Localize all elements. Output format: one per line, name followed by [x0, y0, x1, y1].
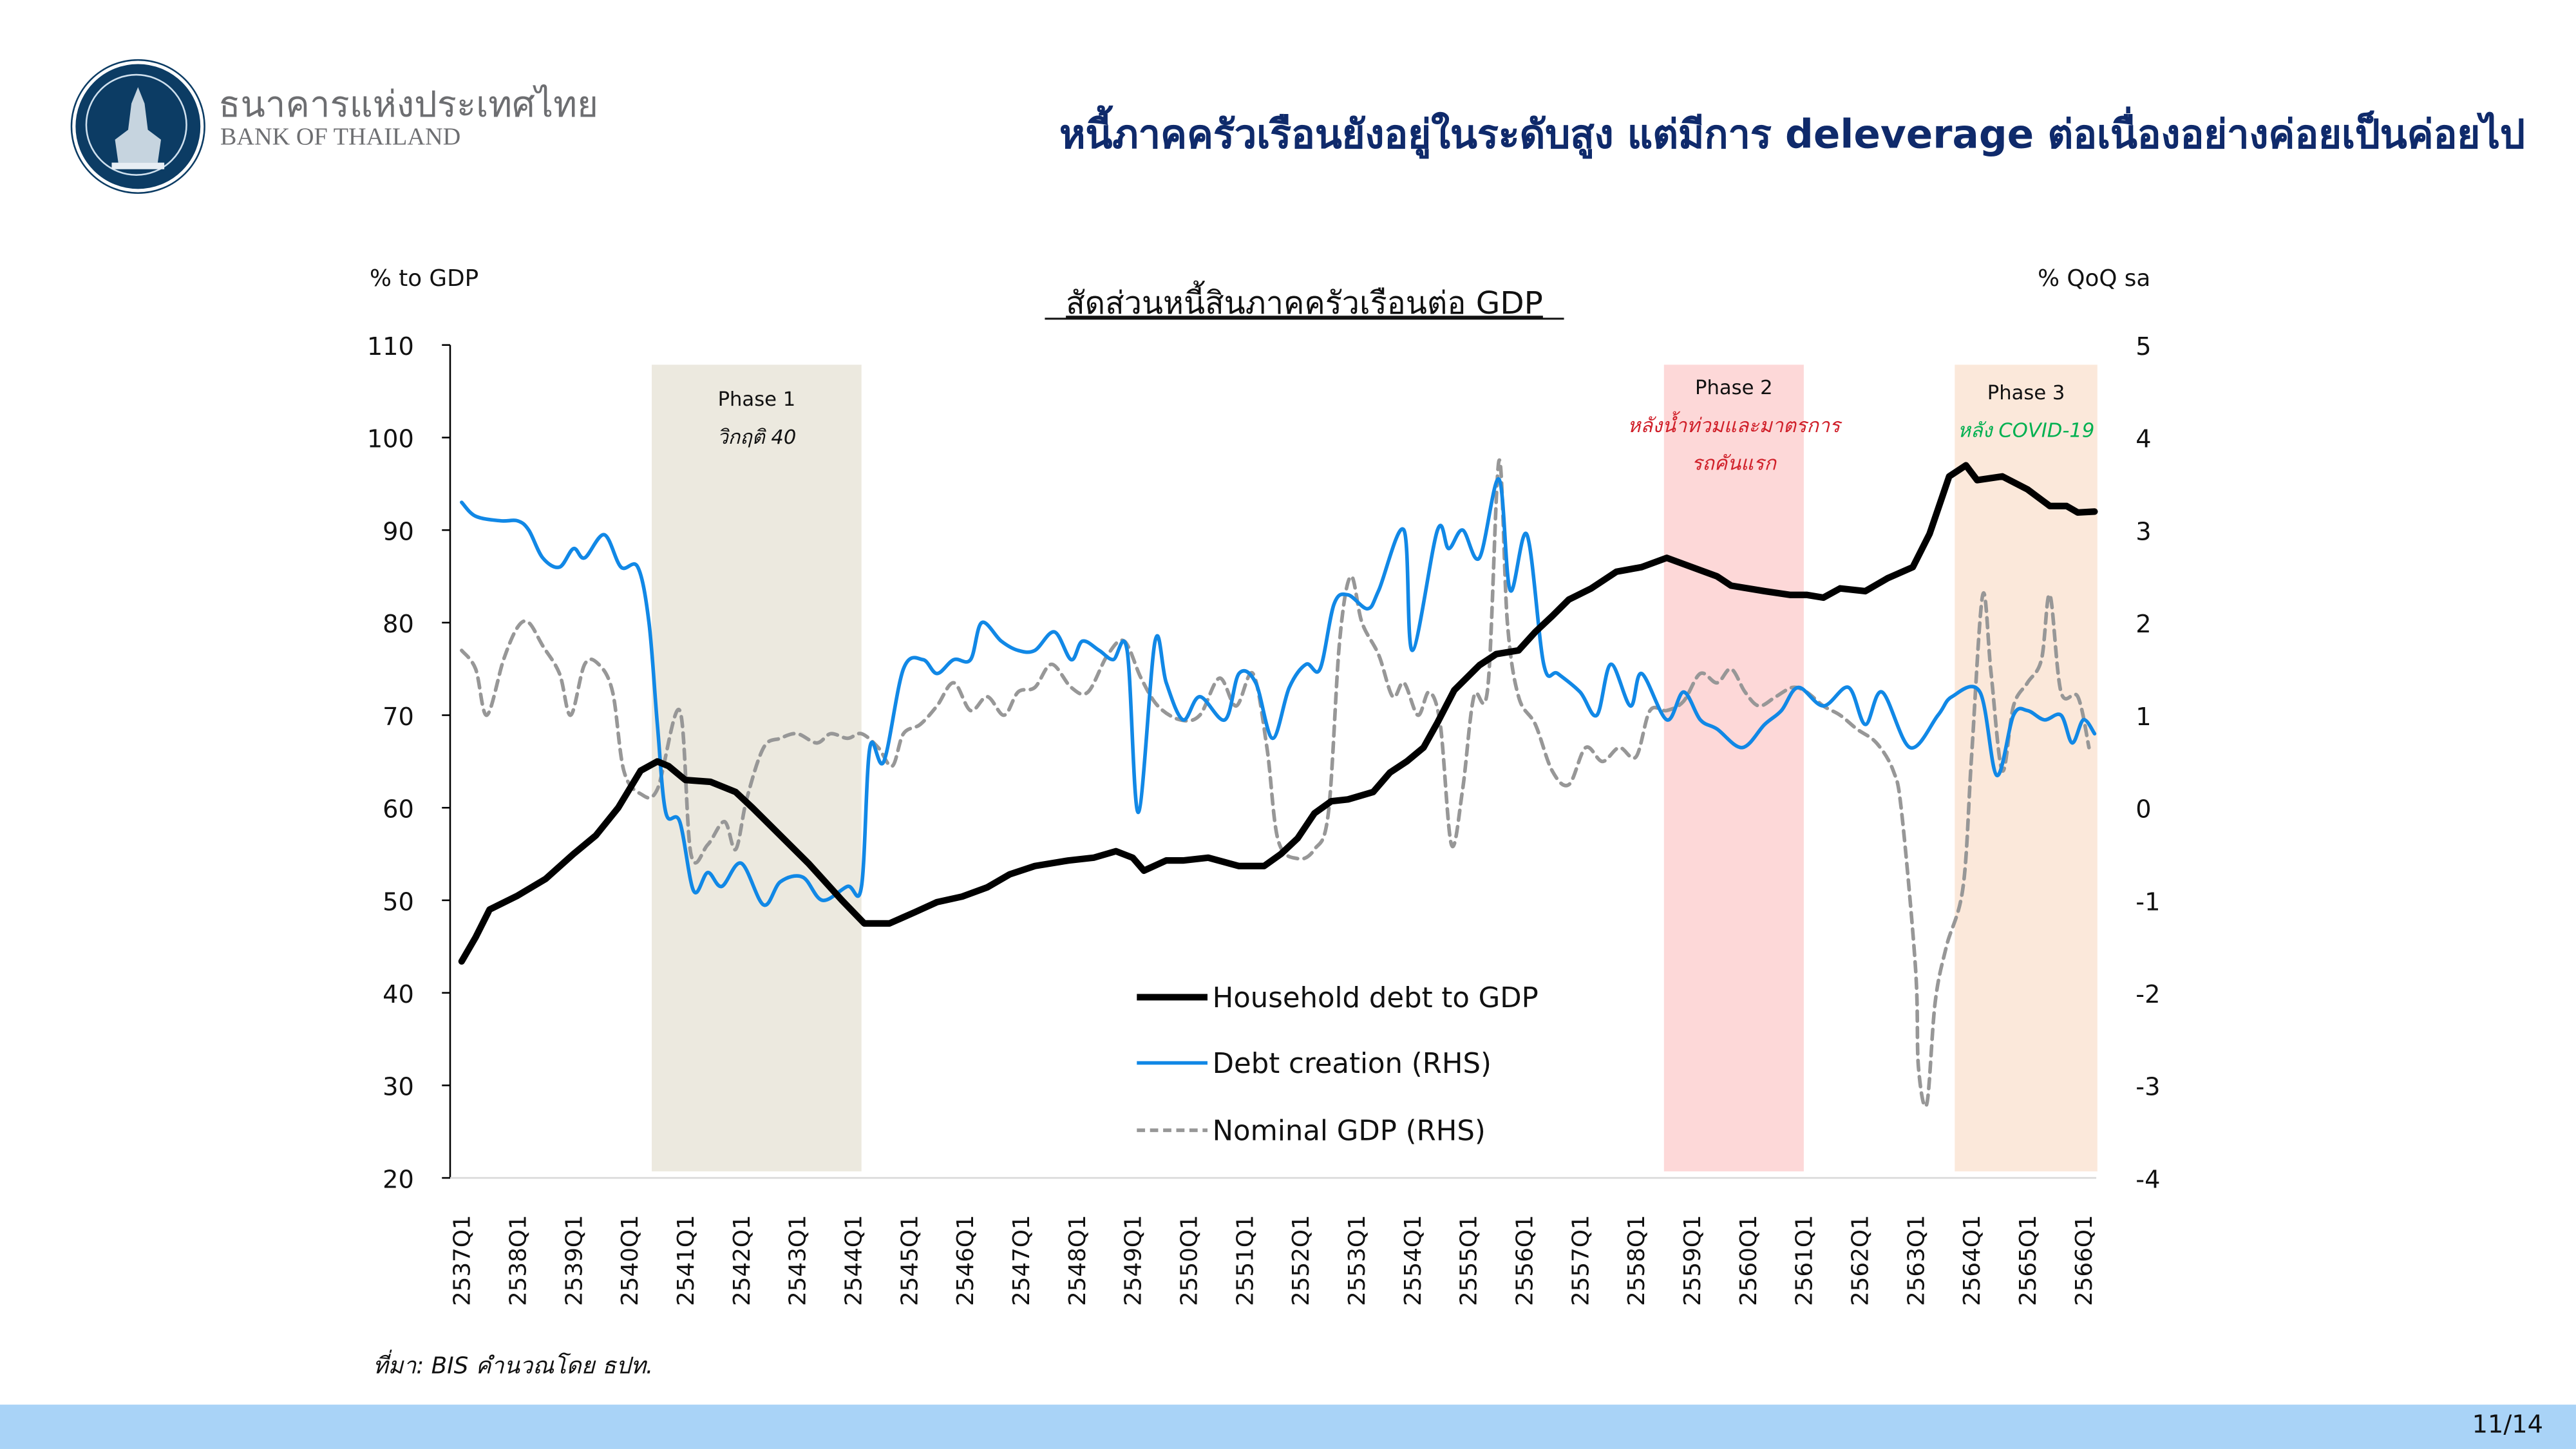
- phase-2-label: Phase 2: [1695, 377, 1773, 399]
- left-tick-label: 80: [383, 610, 414, 639]
- x-tick-label: 2548Q1: [1065, 1215, 1091, 1306]
- x-tick-label: 2555Q1: [1456, 1215, 1482, 1306]
- org-name-thai: ธนาคารแห่งประเทศไทย: [218, 85, 599, 127]
- left-tick-label: 70: [383, 703, 414, 732]
- right-tick-label: -1: [2136, 887, 2160, 916]
- bank-of-thailand-logo: [72, 61, 204, 193]
- phase-1-label: Phase 1: [718, 388, 796, 411]
- x-tick-label: 2560Q1: [1736, 1215, 1762, 1306]
- x-tick-label: 2562Q1: [1847, 1215, 1873, 1306]
- x-tick-label: 2556Q1: [1511, 1215, 1538, 1306]
- legend-label: Nominal GDP (RHS): [1213, 1115, 1486, 1147]
- x-tick-label: 2540Q1: [617, 1215, 643, 1306]
- x-tick-label: 2544Q1: [840, 1215, 867, 1306]
- right-tick-label: -2: [2136, 980, 2160, 1009]
- x-tick-label: 2553Q1: [1344, 1215, 1370, 1306]
- right-tick-label: -3: [2136, 1073, 2160, 1102]
- x-tick-label: 2566Q1: [2071, 1215, 2098, 1306]
- right-tick-label: 1: [2136, 703, 2151, 732]
- x-tick-label: 2545Q1: [896, 1215, 923, 1306]
- left-tick-label: 110: [367, 332, 414, 361]
- x-tick-label: 2561Q1: [1792, 1215, 1818, 1306]
- left-tick-label: 100: [367, 425, 414, 454]
- left-tick-label: 60: [383, 795, 414, 824]
- right-tick-label: 0: [2136, 795, 2151, 824]
- x-tick-label: 2547Q1: [1009, 1215, 1035, 1306]
- x-tick-label: 2551Q1: [1232, 1215, 1258, 1306]
- right-tick-label: -4: [2136, 1165, 2160, 1194]
- footer-bar: [0, 1405, 2576, 1449]
- left-tick-label: 30: [383, 1073, 414, 1102]
- x-tick-label: 2558Q1: [1624, 1215, 1650, 1306]
- x-tick-label: 2546Q1: [952, 1215, 979, 1306]
- legend-label: Household debt to GDP: [1213, 982, 1539, 1014]
- household-debt-line: [458, 462, 2098, 965]
- right-tick-label: 2: [2136, 610, 2151, 639]
- right-tick-label: 4: [2136, 425, 2151, 454]
- x-tick-label: 2537Q1: [450, 1215, 476, 1306]
- legend-label: Debt creation (RHS): [1213, 1048, 1492, 1080]
- x-tick-label: 2542Q1: [729, 1215, 755, 1306]
- left-tick-label: 20: [383, 1165, 414, 1194]
- phase-3-label: Phase 3: [1987, 382, 2065, 404]
- phase-3-band: [1955, 365, 2098, 1171]
- chart-title: สัดส่วนหนี้สินภาคครัวเรือนต่อ GDP: [1066, 280, 1543, 321]
- right-tick-label: 3: [2136, 517, 2151, 546]
- phase-2-band: [1663, 365, 1804, 1171]
- left-tick-label: 90: [383, 517, 414, 546]
- left-tick-label: 40: [383, 980, 414, 1009]
- x-tick-label: 2543Q1: [785, 1215, 811, 1306]
- nominal-gdp-line: [460, 458, 2091, 1108]
- x-tick-label: 2563Q1: [1903, 1215, 1929, 1306]
- x-tick-label: 2554Q1: [1400, 1215, 1426, 1306]
- x-tick-label: 2550Q1: [1176, 1215, 1202, 1306]
- seal-figure-icon: [111, 87, 165, 169]
- right-axis-title: % QoQ sa: [2038, 265, 2150, 292]
- page-number: 11/14: [2472, 1409, 2543, 1439]
- right-tick-label: 5: [2136, 332, 2151, 361]
- slide-title: หนี้ภาคครัวเรือนยังอยู่ในระดับสูง แต่มีก…: [1059, 111, 2525, 158]
- x-tick-label: 2564Q1: [1959, 1215, 1985, 1306]
- phase-3-note: หลัง COVID-19: [1958, 420, 2095, 442]
- x-tick-label: 2538Q1: [505, 1215, 531, 1306]
- source-note: ที่มา: BIS คำนวณโดย ธปท.: [373, 1354, 654, 1380]
- x-tick-label: 2541Q1: [673, 1215, 699, 1306]
- x-tick-label: 2539Q1: [561, 1215, 587, 1306]
- x-tick-label: 2552Q1: [1288, 1215, 1314, 1306]
- x-tick-label: 2557Q1: [1567, 1215, 1594, 1306]
- debt-creation-line: [460, 477, 2097, 907]
- left-tick-label: 50: [383, 887, 414, 916]
- x-tick-label: 2565Q1: [2015, 1215, 2041, 1306]
- phase-2-note-2: รถคันแรก: [1692, 453, 1777, 475]
- phase-1-note: วิกฤติ 40: [717, 426, 796, 449]
- x-tick-label: 2559Q1: [1680, 1215, 1706, 1306]
- phase-2-note: หลังน้ำท่วมและมาตรการ: [1627, 411, 1842, 437]
- left-axis-title: % to GDP: [370, 265, 478, 292]
- org-name-english: BANK OF THAILAND: [220, 124, 461, 151]
- x-tick-label: 2549Q1: [1121, 1215, 1147, 1306]
